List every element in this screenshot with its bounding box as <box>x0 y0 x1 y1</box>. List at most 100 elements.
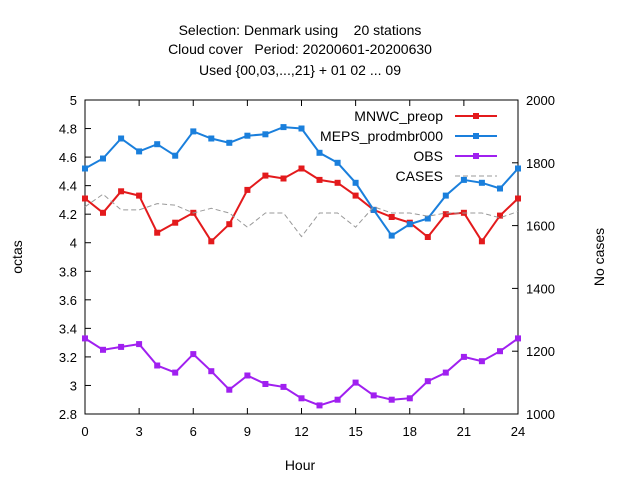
data-point-meps-prodmbr000 <box>424 215 431 222</box>
data-point-mnwc-preop <box>280 175 287 182</box>
data-point-meps-prodmbr000 <box>515 165 521 172</box>
data-point-obs <box>515 335 521 342</box>
legend-label: MEPS_prodmbr000 <box>320 128 443 144</box>
y-tick-label: 4.6 <box>59 150 77 165</box>
x-tick-label: 0 <box>81 424 88 439</box>
chart-title: Selection: Denmark using 20 stations Clo… <box>168 22 432 78</box>
y2-tick-label: 1200 <box>526 344 555 359</box>
y-tick-label: 4.4 <box>59 179 77 194</box>
data-point-mnwc-preop <box>154 229 161 236</box>
data-point-meps-prodmbr000 <box>118 135 125 142</box>
x-axis: 0 3 6 9 12 15 18 21 24 <box>81 100 525 439</box>
y-tick-label: 3 <box>70 378 77 393</box>
x-tick-label: 21 <box>457 424 471 439</box>
data-point-meps-prodmbr000 <box>298 125 305 132</box>
data-point-obs <box>316 402 323 409</box>
data-point-obs <box>406 395 413 402</box>
data-point-mnwc-preop <box>478 238 485 245</box>
data-point-meps-prodmbr000 <box>406 221 413 228</box>
data-point-obs <box>460 353 467 360</box>
data-point-obs <box>497 348 503 355</box>
y-tick-label: 4 <box>70 236 77 251</box>
data-point-obs <box>172 369 179 376</box>
y-tick-label: 5 <box>70 93 77 108</box>
data-point-meps-prodmbr000 <box>442 192 449 199</box>
data-point-obs <box>262 381 269 387</box>
data-point-obs <box>280 383 287 390</box>
y-tick-label: 4.2 <box>59 207 77 222</box>
x-tick-label: 15 <box>348 424 362 439</box>
title-line-1: Selection: Denmark using 20 stations <box>179 22 422 38</box>
data-point-meps-prodmbr000 <box>334 159 341 166</box>
legend-marker <box>473 153 479 159</box>
legend-label: CASES <box>396 168 443 184</box>
data-point-mnwc-preop <box>442 211 449 218</box>
data-point-mnwc-preop <box>298 165 305 172</box>
data-point-meps-prodmbr000 <box>208 135 215 142</box>
y2-tick-label: 1000 <box>526 407 555 422</box>
series-obs <box>82 335 521 409</box>
data-point-mnwc-preop <box>424 234 431 240</box>
data-point-meps-prodmbr000 <box>136 148 143 155</box>
data-point-obs <box>478 358 485 365</box>
legend-item-cases: CASES <box>396 168 497 184</box>
data-point-obs <box>190 351 197 358</box>
data-point-mnwc-preop <box>226 221 233 228</box>
data-point-mnwc-preop <box>136 192 143 199</box>
data-point-meps-prodmbr000 <box>82 165 88 172</box>
data-point-obs <box>118 343 125 350</box>
x-tick-label: 24 <box>511 424 525 439</box>
y2-tick-label: 1800 <box>526 156 555 171</box>
data-point-mnwc-preop <box>352 192 359 199</box>
x-tick-label: 6 <box>190 424 197 439</box>
y2-tick-label: 1600 <box>526 219 555 234</box>
y-tick-label: 3.8 <box>59 264 77 279</box>
legend-item-meps-prodmbr000: MEPS_prodmbr000 <box>320 128 497 144</box>
y-tick-label: 4.8 <box>59 122 77 137</box>
data-point-meps-prodmbr000 <box>370 206 377 213</box>
y2-axis: 1000 1200 1400 1600 1800 2000 <box>512 93 555 422</box>
y2-axis-label: No cases <box>591 228 607 286</box>
data-point-obs <box>334 396 341 403</box>
series-mnwc-preop <box>82 165 521 245</box>
data-point-meps-prodmbr000 <box>497 185 503 192</box>
data-point-obs <box>154 362 161 369</box>
data-point-meps-prodmbr000 <box>100 155 106 162</box>
data-point-mnwc-preop <box>334 179 341 186</box>
data-point-mnwc-preop <box>262 172 269 179</box>
series-line-cases <box>84 193 519 238</box>
data-point-meps-prodmbr000 <box>478 179 485 186</box>
data-point-obs <box>136 341 143 348</box>
data-point-obs <box>100 346 106 353</box>
data-point-mnwc-preop <box>82 195 88 202</box>
legend: MNWC_preop MEPS_prodmbr000 OBS CASES <box>320 108 497 184</box>
data-point-obs <box>370 392 377 399</box>
x-axis-label: Hour <box>285 457 316 473</box>
x-tick-label: 12 <box>294 424 308 439</box>
data-point-obs <box>82 335 88 342</box>
data-point-meps-prodmbr000 <box>172 152 179 159</box>
data-point-obs <box>244 372 251 379</box>
x-tick-label: 9 <box>244 424 251 439</box>
y-axis: 2.8 3 3.2 3.4 3.6 3.8 4 4.2 4.4 4.6 4.8 5 <box>59 93 91 422</box>
data-point-meps-prodmbr000 <box>262 131 269 138</box>
title-line-3: Used {00,03,...,21} + 01 02 ... 09 <box>199 62 401 78</box>
data-point-mnwc-preop <box>100 209 106 216</box>
data-point-mnwc-preop <box>497 212 503 219</box>
data-point-meps-prodmbr000 <box>154 141 161 148</box>
data-point-obs <box>226 386 233 393</box>
y-tick-label: 3.6 <box>59 293 77 308</box>
data-point-obs <box>442 369 449 376</box>
data-point-mnwc-preop <box>172 219 179 226</box>
legend-label: OBS <box>413 148 443 164</box>
data-point-obs <box>208 368 215 375</box>
legend-marker <box>473 133 479 139</box>
title-line-2: Cloud cover Period: 20200601-20200630 <box>168 41 432 57</box>
legend-item-mnwc-preop: MNWC_preop <box>354 108 497 124</box>
data-point-mnwc-preop <box>316 176 323 183</box>
data-point-meps-prodmbr000 <box>244 132 251 139</box>
y-tick-label: 2.8 <box>59 407 77 422</box>
y2-tick-label: 1400 <box>526 281 555 296</box>
series-layer <box>82 124 521 409</box>
